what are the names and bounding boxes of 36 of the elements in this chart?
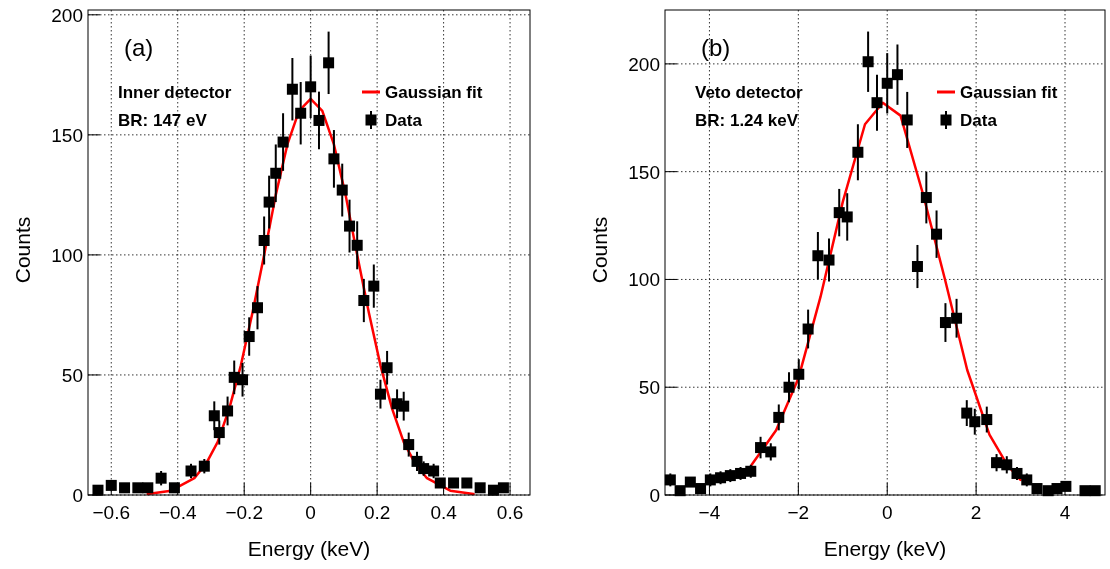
x-tick-label: 0 — [305, 502, 316, 523]
legend-label: Gaussian fit — [960, 83, 1058, 102]
annotation: (b) — [701, 34, 731, 61]
legend-label: Data — [960, 111, 998, 130]
y-tick-label: 0 — [649, 485, 660, 506]
y-tick-label: 200 — [51, 4, 83, 26]
y-axis-title: Counts — [588, 216, 611, 284]
x-tick-label: −4 — [698, 502, 721, 523]
x-axis-title: Energy (keV) — [823, 537, 947, 560]
y-tick-label: 50 — [638, 377, 660, 399]
y-tick-label: 100 — [51, 244, 83, 266]
x-axis-title: Energy (keV) — [247, 537, 371, 560]
annotation: Veto detector — [695, 83, 804, 102]
x-tick-label: 0.6 — [496, 502, 524, 523]
y-axis-title: Counts — [11, 216, 34, 284]
y-tick-label: 50 — [61, 364, 83, 386]
x-tick-label: −2 — [787, 502, 810, 523]
x-tick-label: 0.4 — [430, 502, 458, 523]
y-tick-label: 0 — [72, 485, 83, 506]
x-tick-label: 2 — [970, 502, 982, 523]
x-tick-label: 0.2 — [363, 502, 391, 523]
annotation: (a) — [124, 34, 154, 61]
x-tick-label: 0 — [881, 502, 893, 523]
x-tick-label: −0.2 — [225, 502, 263, 523]
annotation: Inner detector — [118, 83, 232, 102]
x-tick-label: −0.6 — [92, 502, 131, 523]
x-tick-label: 4 — [1059, 502, 1071, 523]
y-tick-label: 150 — [51, 124, 83, 146]
annotation: BR: 147 eV — [118, 111, 208, 130]
y-tick-label: 150 — [628, 161, 660, 183]
legend-label: Data — [385, 111, 423, 130]
x-tick-label: −0.4 — [158, 502, 197, 523]
y-tick-label: 100 — [628, 269, 660, 291]
legend-label: Gaussian fit — [385, 83, 483, 102]
annotation: BR: 1.24 keV — [695, 111, 799, 130]
y-tick-label: 200 — [628, 53, 660, 75]
